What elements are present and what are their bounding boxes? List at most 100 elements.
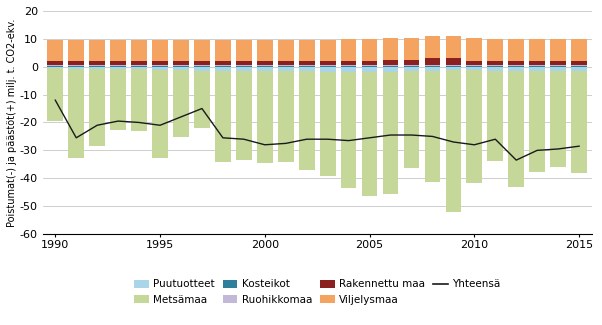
Bar (341, 72, 356, 188)
Bar (488, 67, 503, 71)
Bar (529, 61, 545, 65)
Bar (383, 60, 399, 65)
Bar (299, 67, 315, 72)
Bar (362, 61, 377, 65)
Bar (529, 67, 545, 71)
Bar (299, 61, 315, 65)
Bar (424, 65, 440, 66)
Bar (424, 36, 440, 58)
Bar (152, 61, 168, 65)
Bar (131, 70, 147, 131)
Bar (424, 66, 440, 67)
Bar (215, 71, 231, 162)
Bar (48, 40, 63, 61)
Bar (236, 61, 252, 65)
Bar (69, 69, 84, 158)
Bar (383, 65, 399, 66)
Bar (173, 66, 189, 67)
Bar (257, 61, 273, 65)
Bar (48, 68, 63, 121)
Bar (424, 67, 440, 71)
Bar (131, 67, 147, 70)
Bar (320, 61, 335, 65)
Bar (48, 67, 63, 68)
Bar (299, 65, 315, 66)
Bar (403, 65, 420, 66)
Bar (89, 66, 105, 67)
Bar (89, 65, 105, 66)
Bar (571, 39, 587, 61)
Bar (194, 71, 210, 128)
Bar (550, 61, 566, 65)
Bar (445, 70, 461, 212)
Bar (362, 66, 377, 67)
Bar (445, 58, 461, 65)
Bar (152, 40, 168, 61)
Bar (110, 66, 126, 67)
Bar (529, 39, 545, 61)
Bar (488, 71, 503, 161)
Bar (131, 66, 147, 67)
Bar (341, 66, 356, 67)
Bar (194, 67, 210, 71)
Bar (320, 65, 335, 66)
Bar (236, 67, 252, 71)
Bar (131, 65, 147, 66)
Bar (320, 40, 335, 61)
Bar (152, 66, 168, 67)
Bar (236, 65, 252, 66)
Bar (445, 36, 461, 58)
Bar (550, 71, 566, 167)
Bar (383, 38, 399, 60)
Bar (257, 66, 273, 67)
Bar (550, 67, 566, 71)
Bar (215, 40, 231, 61)
Bar (69, 61, 84, 65)
Bar (69, 67, 84, 69)
Bar (550, 39, 566, 61)
Bar (488, 39, 503, 61)
Bar (194, 40, 210, 61)
Bar (445, 67, 461, 70)
Bar (403, 38, 420, 60)
Bar (236, 71, 252, 161)
Bar (215, 61, 231, 65)
Bar (69, 40, 84, 61)
Bar (278, 40, 294, 61)
Bar (89, 61, 105, 65)
Bar (509, 66, 524, 67)
Bar (341, 65, 356, 66)
Bar (299, 40, 315, 61)
Bar (257, 72, 273, 163)
Bar (320, 66, 335, 67)
Bar (488, 65, 503, 66)
Bar (362, 39, 377, 61)
Legend: Puutuotteet, Metsämaa, Kosteikot, Ruohikkomaa, Rakennettu maa, Viljelysmaa, Yhte: Puutuotteet, Metsämaa, Kosteikot, Ruohik… (134, 280, 500, 305)
Bar (509, 67, 524, 71)
Bar (467, 67, 482, 70)
Bar (215, 67, 231, 71)
Bar (173, 61, 189, 65)
Bar (529, 65, 545, 66)
Bar (320, 72, 335, 176)
Bar (215, 66, 231, 67)
Bar (278, 61, 294, 65)
Bar (467, 38, 482, 61)
Bar (48, 61, 63, 65)
Bar (571, 67, 587, 71)
Bar (383, 72, 399, 194)
Bar (529, 66, 545, 67)
Bar (341, 61, 356, 65)
Bar (152, 67, 168, 70)
Bar (509, 39, 524, 61)
Bar (403, 66, 420, 67)
Bar (467, 61, 482, 65)
Bar (320, 67, 335, 72)
Bar (110, 65, 126, 66)
Bar (194, 66, 210, 67)
Bar (278, 66, 294, 67)
Bar (341, 39, 356, 61)
Bar (424, 71, 440, 182)
Bar (131, 40, 147, 61)
Bar (571, 71, 587, 173)
